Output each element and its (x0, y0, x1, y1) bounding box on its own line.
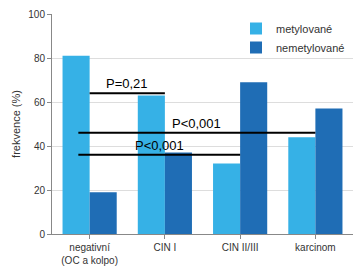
svg-text:frekvence (%): frekvence (%) (10, 90, 22, 158)
svg-text:P<0,001: P<0,001 (135, 138, 184, 153)
svg-text:metylované: metylované (276, 23, 332, 35)
svg-text:80: 80 (34, 53, 46, 64)
svg-text:P=0,21: P=0,21 (106, 76, 148, 91)
svg-text:P<0,001: P<0,001 (172, 116, 221, 131)
svg-text:100: 100 (28, 9, 45, 20)
svg-text:0: 0 (39, 229, 45, 240)
svg-text:CIN II/III: CIN II/III (222, 242, 259, 253)
svg-text:60: 60 (34, 97, 46, 108)
svg-text:20: 20 (34, 185, 46, 196)
svg-text:CIN I: CIN I (153, 242, 176, 253)
svg-text:karcinom: karcinom (295, 242, 336, 253)
svg-text:negativní(OC a kolpo): negativní(OC a kolpo) (61, 242, 118, 266)
svg-text:nemetylované: nemetylované (276, 42, 345, 54)
svg-text:40: 40 (34, 141, 46, 152)
